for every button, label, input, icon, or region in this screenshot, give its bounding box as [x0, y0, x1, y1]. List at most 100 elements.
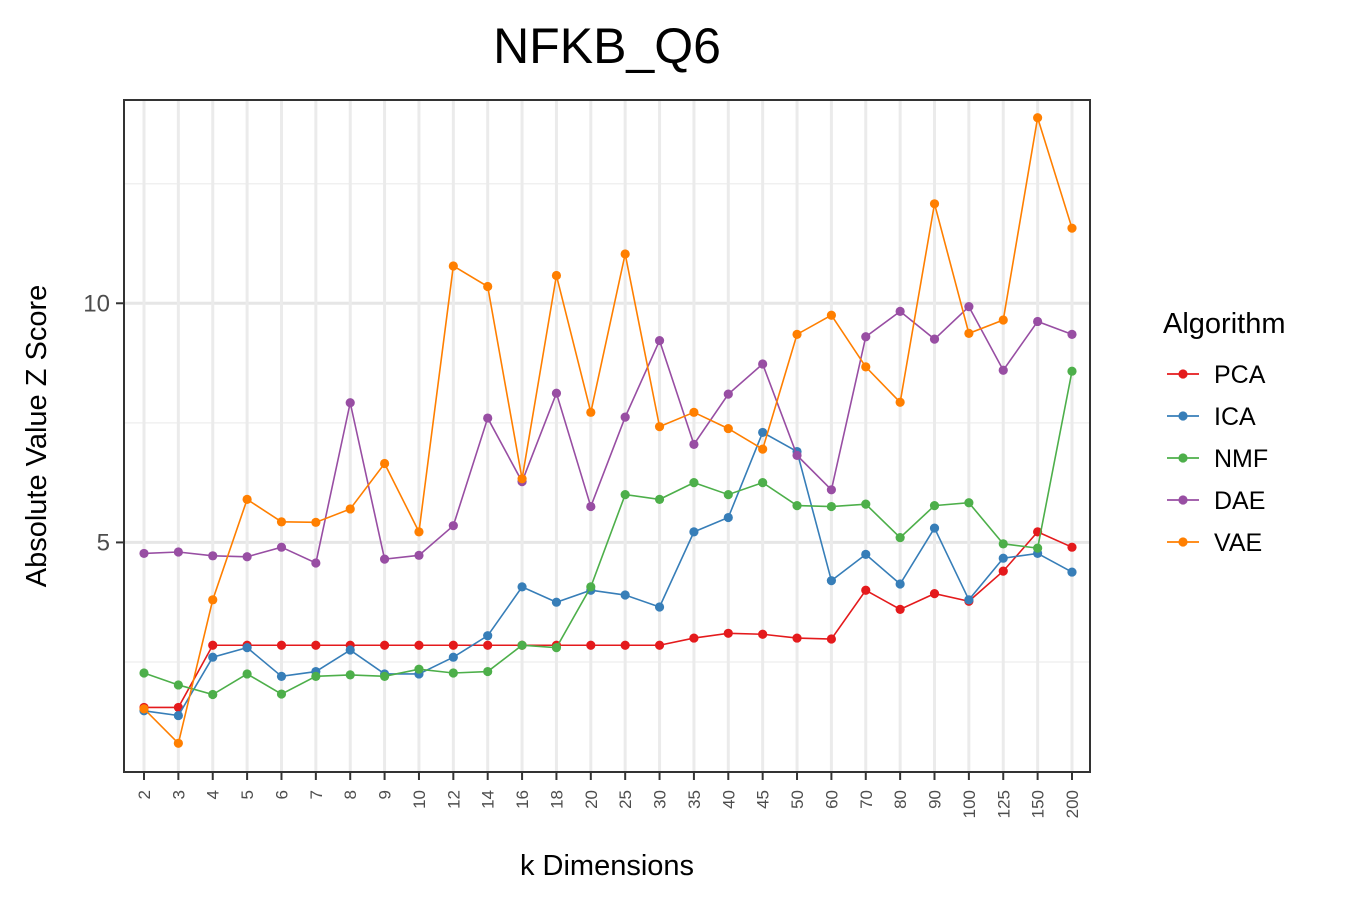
- x-tick-label: 80: [891, 790, 910, 809]
- data-point: [414, 527, 424, 537]
- chart-title: NFKB_Q6: [493, 18, 721, 74]
- data-point: [311, 671, 321, 681]
- x-tick-label: 50: [788, 790, 807, 809]
- data-point: [758, 444, 768, 454]
- x-tick-label: 2: [135, 790, 154, 799]
- data-point: [517, 582, 527, 592]
- data-point: [345, 645, 355, 655]
- data-point: [758, 478, 768, 488]
- data-point: [620, 412, 630, 422]
- series-dae: [139, 302, 1077, 568]
- data-point: [139, 704, 149, 714]
- data-point: [895, 604, 905, 614]
- data-point: [483, 631, 493, 641]
- legend-key-point: [1178, 495, 1188, 505]
- data-point: [964, 302, 974, 312]
- legend-key-point: [1178, 411, 1188, 421]
- data-point: [483, 281, 493, 292]
- data-point: [861, 499, 871, 509]
- x-tick-label: 12: [444, 790, 463, 809]
- data-point: [723, 512, 733, 523]
- data-point: [1067, 329, 1077, 339]
- data-point: [379, 671, 390, 681]
- data-point: [826, 310, 837, 320]
- data-point: [929, 588, 940, 599]
- data-point: [586, 407, 596, 417]
- legend-key-point: [1178, 369, 1188, 379]
- data-point: [689, 527, 699, 537]
- y-axis-title: Absolute Value Z Score: [21, 285, 53, 588]
- x-axis: 2 3 4 5 6 7 8 9 10 12 14 16 18 20 25 30 35 40 45 50 60 70 80 90…: [135, 772, 1082, 818]
- data-point: [517, 474, 527, 484]
- data-point: [689, 478, 699, 488]
- legend-label: VAE: [1214, 529, 1262, 557]
- y-axis: 5 10: [83, 290, 124, 556]
- data-point: [895, 306, 905, 317]
- data-point: [654, 494, 665, 504]
- data-point: [208, 640, 218, 650]
- series-nmf: [139, 366, 1077, 700]
- data-point: [242, 669, 252, 679]
- x-tick-label: 9: [376, 790, 395, 799]
- data-point: [929, 199, 940, 209]
- data-point: [551, 270, 562, 281]
- data-point: [1033, 113, 1043, 123]
- data-point: [139, 668, 149, 678]
- x-tick-label: 45: [754, 790, 773, 809]
- series-group: [139, 113, 1077, 748]
- data-point: [551, 597, 562, 607]
- legend-key-point: [1178, 537, 1188, 547]
- data-point: [345, 504, 355, 514]
- data-point: [276, 517, 287, 527]
- series-line: [143, 371, 1073, 696]
- data-point: [964, 498, 974, 508]
- x-tick-label: 200: [1063, 790, 1082, 818]
- data-point: [311, 640, 321, 650]
- data-point: [242, 552, 252, 562]
- data-point: [998, 315, 1008, 325]
- x-tick-label: 16: [513, 790, 532, 809]
- data-point: [517, 640, 527, 650]
- data-point: [483, 413, 493, 423]
- data-point: [998, 553, 1008, 563]
- x-tick-label: 40: [719, 790, 738, 809]
- data-point: [654, 640, 665, 650]
- data-point: [276, 542, 287, 552]
- data-point: [998, 365, 1008, 375]
- x-tick-label: 35: [685, 790, 704, 809]
- x-tick-label: 3: [169, 790, 188, 799]
- data-point: [826, 501, 837, 512]
- data-point: [345, 670, 355, 680]
- data-point: [654, 602, 665, 612]
- data-point: [620, 640, 630, 650]
- data-point: [689, 439, 699, 449]
- legend-item-vae: VAE: [1167, 529, 1262, 557]
- data-point: [448, 668, 458, 678]
- legend-item-dae: DAE: [1167, 487, 1265, 515]
- data-point: [586, 640, 596, 650]
- data-point: [723, 489, 733, 500]
- x-tick-label: 30: [651, 790, 670, 809]
- x-axis-title: k Dimensions: [520, 850, 694, 882]
- data-point: [723, 389, 733, 399]
- data-point: [758, 629, 768, 639]
- data-point: [620, 249, 630, 259]
- data-point: [792, 633, 802, 643]
- data-point: [826, 576, 837, 586]
- data-point: [276, 689, 287, 699]
- data-point: [895, 397, 905, 407]
- data-point: [551, 643, 562, 653]
- y-tick-label: 10: [83, 290, 110, 317]
- data-point: [379, 458, 390, 469]
- data-point: [173, 702, 183, 713]
- data-point: [173, 680, 183, 690]
- x-tick-label: 90: [926, 790, 945, 809]
- data-point: [654, 335, 665, 346]
- data-point: [208, 652, 218, 662]
- series-line: [143, 431, 1073, 717]
- data-point: [1067, 223, 1077, 233]
- legend-item-pca: PCA: [1167, 361, 1266, 389]
- data-point: [1067, 542, 1077, 552]
- series-vae: [139, 113, 1077, 748]
- x-tick-label: 25: [616, 790, 635, 809]
